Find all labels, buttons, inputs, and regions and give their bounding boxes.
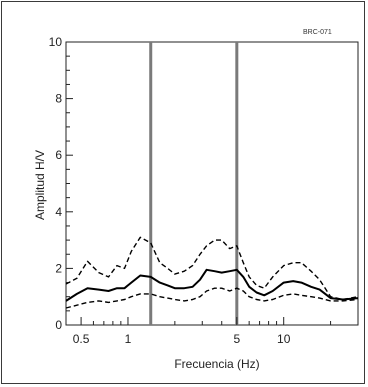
plot-area: 0 2 4 6 8 10 0.5 1 5 10 [49,35,359,346]
x-tick-label: 0.5 [73,332,90,346]
upper-bound-curve [65,236,359,301]
x-tick-label: 10 [277,332,291,346]
y-tick-label: 4 [55,205,62,219]
y-axis-title: Amplitud H/V [33,150,47,220]
x-tick-label: 5 [233,332,240,346]
mean-hv-curve [65,268,359,302]
y-tick-label: 6 [55,148,62,162]
y-tick-label: 2 [55,261,62,275]
plot-border [65,41,359,326]
y-tick-label: 0 [55,318,62,332]
y-tick-label: 10 [49,35,63,49]
y-tick-label: 8 [55,92,62,106]
x-axis-title: Frecuencia (Hz) [174,357,259,371]
station-id-label: BRC-071 [303,29,332,36]
hv-spectral-ratio-chart: BRC-071 Frecuencia (Hz) Amplitud H/V 0 2 4… [33,29,359,371]
x-tick-label: 1 [125,332,132,346]
chart-frame: BRC-071 Frecuencia (Hz) Amplitud H/V 0 2 4… [1,1,365,384]
lower-bound-curve [65,287,359,309]
